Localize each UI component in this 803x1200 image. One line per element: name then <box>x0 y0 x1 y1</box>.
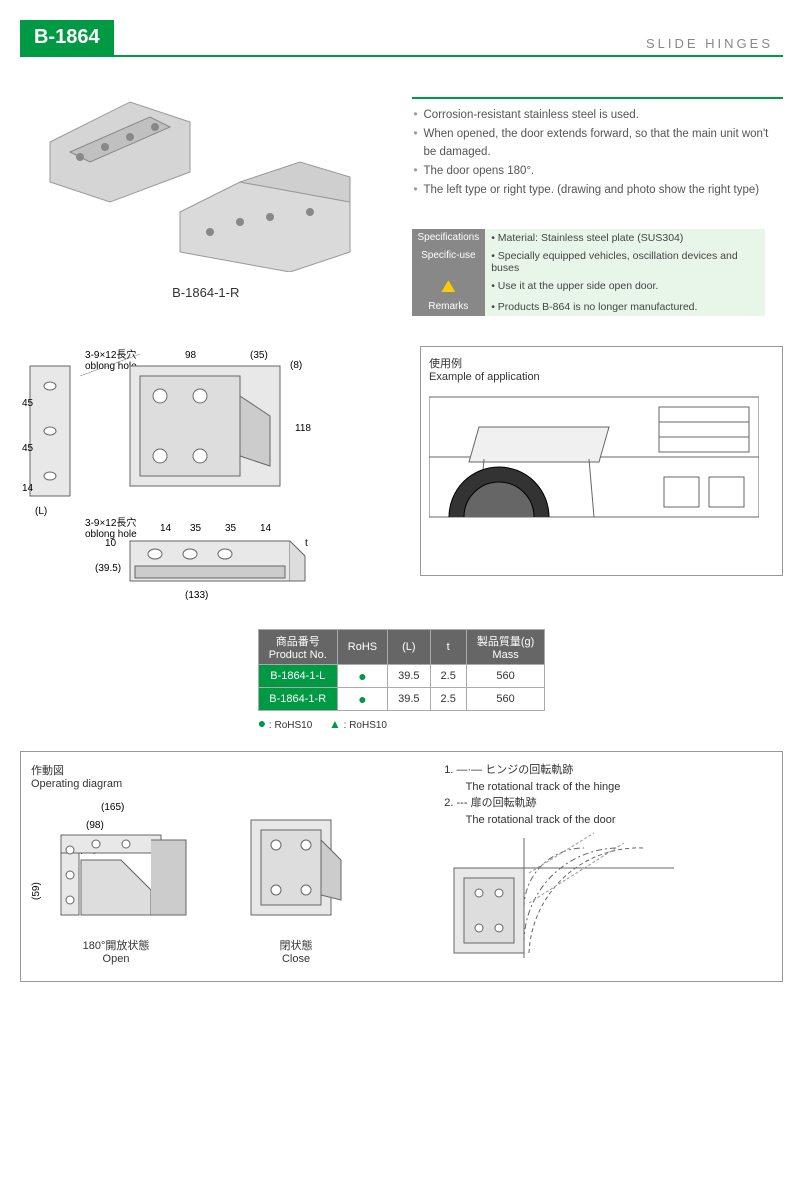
op-title-jp: 作動図 <box>31 765 64 777</box>
feature-list: Corrosion-resistant stainless steel is u… <box>412 97 784 199</box>
dim-value: (35) <box>250 350 268 361</box>
dim-value: 45 <box>22 398 34 409</box>
rohs-legend: ●●: RoHS10 : RoHS10 ▲ : RoHS10 <box>258 715 546 731</box>
product-code: B-1864 <box>20 20 114 55</box>
track-legend: 1. —·— ヒンジの回転軌跡 The rotational track of … <box>444 762 772 828</box>
rotation-track-diagram <box>444 828 684 968</box>
dim-value: 98 <box>185 350 197 361</box>
spec-table: Specifications • Material: Stainless ste… <box>412 229 766 316</box>
product-data-table: 商品番号Product No. RoHS (L) t 製品質量(g)Mass B… <box>258 629 546 711</box>
svg-text:14: 14 <box>260 523 272 534</box>
feature-item: When opened, the door extends forward, s… <box>412 126 784 161</box>
svg-text:10: 10 <box>105 538 117 549</box>
feature-item: The door opens 180°. <box>412 163 784 180</box>
dim-value: 45 <box>22 443 34 454</box>
th-product-no: 商品番号Product No. <box>258 630 337 665</box>
feature-item: Corrosion-resistant stainless steel is u… <box>412 107 784 124</box>
svg-text:14: 14 <box>160 523 172 534</box>
table-row: B-1864-1-L ● 39.5 2.5 560 <box>258 665 545 688</box>
dim-value: (133) <box>185 590 208 601</box>
spec-value: • Material: Stainless steel plate (SUS30… <box>485 229 765 247</box>
application-example: 使用例 Example of application <box>420 346 783 576</box>
spec-value: • Products B-864 is no longer manufactur… <box>485 298 765 316</box>
page-header: B-1864 SLIDE HINGES <box>20 20 783 57</box>
category-label: SLIDE HINGES <box>646 36 783 55</box>
dim-value: (L) <box>35 506 47 517</box>
product-photo <box>30 92 370 272</box>
spec-value: • Use it at the upper side open door. <box>485 277 765 298</box>
product-photo-area: B-1864-1-R <box>20 87 392 316</box>
spec-label: Specifications <box>412 229 486 247</box>
open-state: (165) (98) (12) (59) <box>31 800 201 965</box>
th-t: t <box>430 630 466 665</box>
table-row: B-1864-1-R ● 39.5 2.5 560 <box>258 688 545 711</box>
technical-drawing: 3-9×12長穴oblong hole 98 (35) (8) 45 45 14… <box>20 346 400 609</box>
dim-value: 14 <box>22 483 34 494</box>
spec-value: • Specially equipped vehicles, oscillati… <box>485 247 765 277</box>
dim-value: 118 <box>295 423 311 434</box>
features-area: Corrosion-resistant stainless steel is u… <box>412 87 784 316</box>
svg-text:(165): (165) <box>101 802 124 813</box>
operating-diagram-section: 作動図 Operating diagram (165) (98) (12) (5… <box>20 751 783 982</box>
svg-text:(98): (98) <box>86 820 104 831</box>
dim-value: (39.5) <box>95 563 121 574</box>
close-state: 閉状態Close <box>241 800 351 965</box>
dim-label: 3-9×12長穴oblong hole <box>85 516 137 540</box>
svg-text:35: 35 <box>190 523 202 534</box>
th-L: (L) <box>388 630 430 665</box>
dim-label: 3-9×12長穴oblong hole <box>85 348 137 372</box>
th-mass: 製品質量(g)Mass <box>466 630 544 665</box>
feature-item: The left type or right type. (drawing an… <box>412 182 784 199</box>
svg-text:35: 35 <box>225 523 237 534</box>
app-title-jp: 使用例 <box>429 358 462 370</box>
app-title-en: Example of application <box>429 371 540 383</box>
svg-text:t: t <box>305 538 308 549</box>
th-rohs: RoHS <box>337 630 387 665</box>
op-title-en: Operating diagram <box>31 778 122 790</box>
spec-label: Specific-use <box>412 247 486 277</box>
dim-value: (8) <box>290 360 302 371</box>
svg-text:(59): (59) <box>31 882 42 900</box>
photo-label: B-1864-1-R <box>20 285 392 300</box>
warning-icon <box>412 277 486 298</box>
spec-label: Remarks <box>412 298 486 316</box>
bus-illustration <box>429 387 759 572</box>
